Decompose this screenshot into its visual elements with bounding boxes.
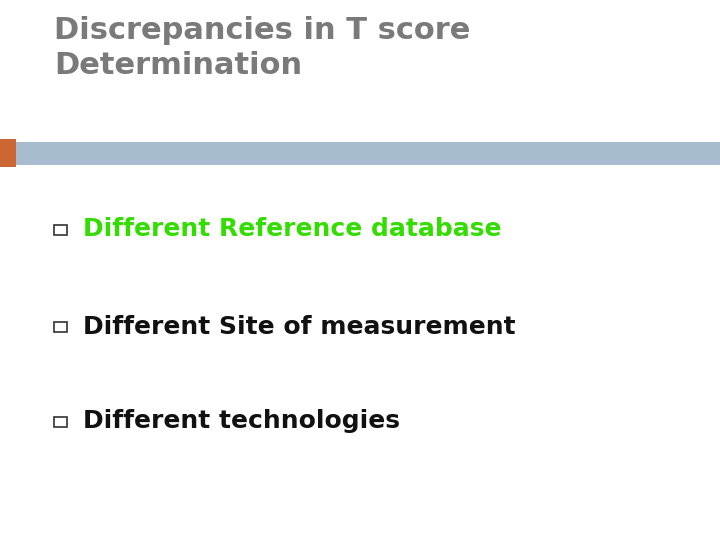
Text: Different Site of measurement: Different Site of measurement bbox=[83, 315, 516, 339]
Text: Different technologies: Different technologies bbox=[83, 409, 400, 433]
Text: Discrepancies in T score
Determination: Discrepancies in T score Determination bbox=[54, 16, 470, 80]
FancyBboxPatch shape bbox=[0, 142, 720, 165]
FancyBboxPatch shape bbox=[0, 139, 16, 167]
Text: Different Reference database: Different Reference database bbox=[83, 218, 501, 241]
